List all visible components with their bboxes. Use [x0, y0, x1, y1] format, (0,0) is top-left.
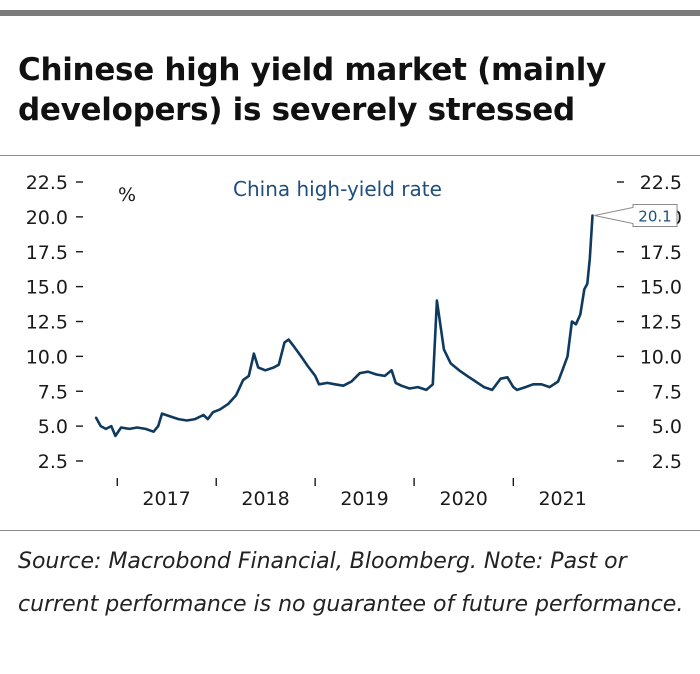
y-tick-label-right: 10.0	[640, 346, 682, 368]
chart-plot: 20.1	[94, 203, 678, 438]
y-tick-label-left: 15.0	[26, 277, 68, 299]
x-tick-label: 2019	[340, 488, 388, 510]
y-tick-label-left: 20.0	[26, 207, 68, 229]
source-note: Source: Macrobond Financial, Bloomberg. …	[18, 549, 684, 617]
y-tick-label-left: 5.0	[38, 416, 68, 438]
y-tick-label-left: 10.0	[26, 346, 68, 368]
series-line	[94, 214, 594, 438]
x-tick-label: 2020	[440, 488, 488, 510]
last-value-callout	[594, 203, 678, 227]
x-tick-label: 2018	[241, 488, 289, 510]
chart-axes: 2.5 2.5 5.0 5.0 7.5 7.5 10.0 10.0 12.5 12.5 15.0 15…	[26, 172, 682, 510]
series-label: China high-yield rate	[233, 177, 442, 201]
y-tick-label-right: 2.5	[652, 451, 682, 473]
y-tick-label-right: 12.5	[640, 312, 682, 334]
chart-title: Chinese high yield market (mainly develo…	[18, 52, 606, 128]
y-tick-label-right: 5.0	[652, 416, 682, 438]
y-tick-label-left: 22.5	[26, 172, 68, 194]
y-unit-label: %	[118, 184, 136, 206]
title-divider	[0, 155, 700, 156]
last-value-label: 20.1	[638, 207, 671, 225]
y-tick-label-left: 17.5	[26, 242, 68, 264]
y-tick-label-right: 22.5	[640, 172, 682, 194]
x-tick-label: 2021	[538, 488, 586, 510]
y-tick-label-right: 15.0	[640, 277, 682, 299]
y-tick-label-left: 2.5	[38, 451, 68, 473]
line-chart: 2.5 2.5 5.0 5.0 7.5 7.5 10.0 10.0 12.5 12.5 15.0 15…	[26, 172, 682, 510]
y-tick-label-right: 7.5	[652, 381, 682, 403]
y-tick-label-left: 7.5	[38, 381, 68, 403]
top-rule	[0, 10, 700, 16]
x-tick-label: 2017	[142, 488, 190, 510]
y-tick-label-right: 17.5	[640, 242, 682, 264]
source-divider	[0, 530, 700, 531]
y-tick-label-left: 12.5	[26, 312, 68, 334]
